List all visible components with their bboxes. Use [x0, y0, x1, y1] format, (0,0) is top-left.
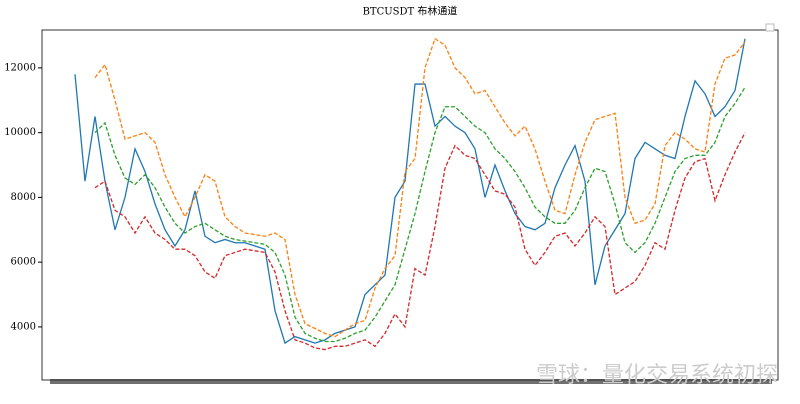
y-tick-label: 10000	[4, 127, 36, 138]
series-line	[74, 38, 746, 345]
y-tick-label: 4000	[11, 321, 36, 332]
y-tick-label: 12000	[4, 62, 36, 73]
y-tick-label: 8000	[11, 192, 36, 203]
legend-box	[765, 23, 775, 32]
plot-frame	[41, 29, 779, 381]
x-tick-labels-overlap	[50, 379, 772, 384]
series-line	[94, 86, 746, 343]
series-line	[94, 37, 746, 338]
series-line	[94, 132, 746, 351]
watermark: 雪球：量化交易系统初探	[536, 363, 778, 388]
y-tick-label: 6000	[11, 257, 36, 268]
chart-title: BTCUSDT 布林通道	[363, 5, 458, 18]
